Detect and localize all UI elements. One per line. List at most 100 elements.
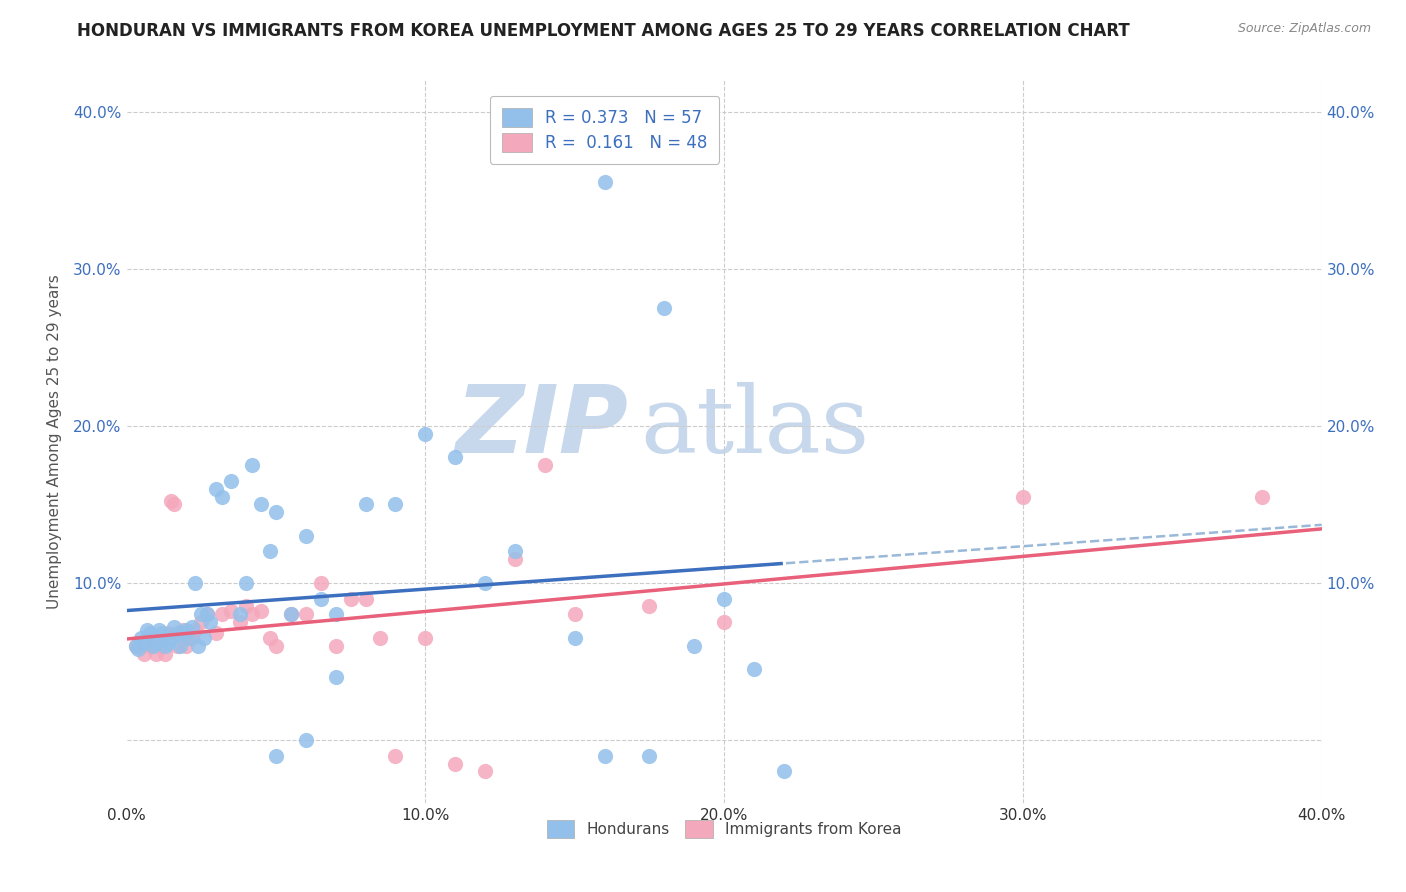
Point [250, 604, 273, 618]
Point [211, 607, 233, 622]
Point [139, 639, 162, 653]
Point [131, 635, 153, 649]
Point [229, 615, 252, 630]
Point [240, 458, 263, 472]
Point [155, 639, 177, 653]
Text: atlas: atlas [640, 382, 870, 472]
Point [593, 175, 616, 189]
Point [219, 474, 242, 488]
Point [142, 639, 165, 653]
Point [163, 497, 186, 511]
Point [325, 639, 347, 653]
Text: ZIP: ZIP [456, 381, 628, 473]
Point [187, 639, 209, 653]
Y-axis label: Unemployment Among Ages 25 to 29 years: Unemployment Among Ages 25 to 29 years [46, 274, 62, 609]
Point [169, 639, 191, 653]
Text: HONDURAN VS IMMIGRANTS FROM KOREA UNEMPLOYMENT AMONG AGES 25 TO 29 YEARS CORRELA: HONDURAN VS IMMIGRANTS FROM KOREA UNEMPL… [77, 22, 1130, 40]
Point [211, 490, 233, 504]
Point [166, 626, 188, 640]
Point [280, 607, 302, 622]
Point [564, 631, 586, 645]
Point [309, 591, 332, 606]
Point [145, 647, 167, 661]
Point [235, 575, 257, 590]
Point [155, 647, 177, 661]
Point [742, 662, 765, 676]
Point [205, 482, 228, 496]
Point [181, 620, 204, 634]
Point [134, 647, 156, 661]
Point [264, 748, 287, 763]
Point [136, 631, 159, 645]
Point [593, 748, 616, 763]
Point [713, 615, 735, 630]
Point [1251, 490, 1274, 504]
Point [172, 626, 194, 640]
Point [148, 623, 170, 637]
Point [474, 764, 496, 779]
Point [652, 301, 675, 315]
Point [169, 626, 191, 640]
Point [370, 631, 392, 645]
Point [503, 544, 526, 558]
Point [190, 607, 212, 622]
Point [200, 615, 222, 630]
Point [219, 604, 242, 618]
Point [235, 599, 257, 614]
Point [124, 639, 146, 653]
Point [264, 505, 287, 519]
Point [174, 639, 197, 653]
Point [384, 497, 406, 511]
Point [259, 544, 281, 558]
Point [160, 631, 183, 645]
Point [157, 626, 180, 640]
Point [240, 607, 263, 622]
Point [190, 615, 212, 630]
Point [184, 623, 207, 637]
Point [773, 764, 796, 779]
Point [152, 626, 174, 640]
Point [145, 635, 167, 649]
Point [193, 631, 215, 645]
Point [294, 607, 316, 622]
Point [181, 631, 204, 645]
Point [184, 575, 207, 590]
Point [325, 607, 347, 622]
Point [264, 639, 287, 653]
Point [127, 641, 149, 656]
Point [503, 552, 526, 566]
Point [354, 591, 377, 606]
Point [172, 623, 194, 637]
Point [294, 733, 316, 747]
Point [195, 607, 218, 622]
Point [124, 639, 146, 653]
Point [415, 631, 437, 645]
Point [325, 670, 347, 684]
Point [534, 458, 557, 472]
Point [354, 497, 377, 511]
Point [131, 631, 153, 645]
Point [179, 631, 201, 645]
Point [474, 575, 496, 590]
Point [564, 607, 586, 622]
Point [294, 529, 316, 543]
Point [148, 639, 170, 653]
Point [157, 635, 180, 649]
Point [195, 607, 218, 622]
Point [160, 494, 183, 508]
Point [339, 591, 361, 606]
Point [638, 599, 661, 614]
Point [384, 748, 406, 763]
Point [250, 497, 273, 511]
Point [638, 748, 661, 763]
Point [280, 607, 302, 622]
Point [1011, 490, 1033, 504]
Point [683, 639, 706, 653]
Point [166, 639, 188, 653]
Point [134, 635, 156, 649]
Point [259, 631, 281, 645]
Point [179, 626, 201, 640]
Point [163, 620, 186, 634]
Point [139, 626, 162, 640]
Point [444, 756, 467, 771]
